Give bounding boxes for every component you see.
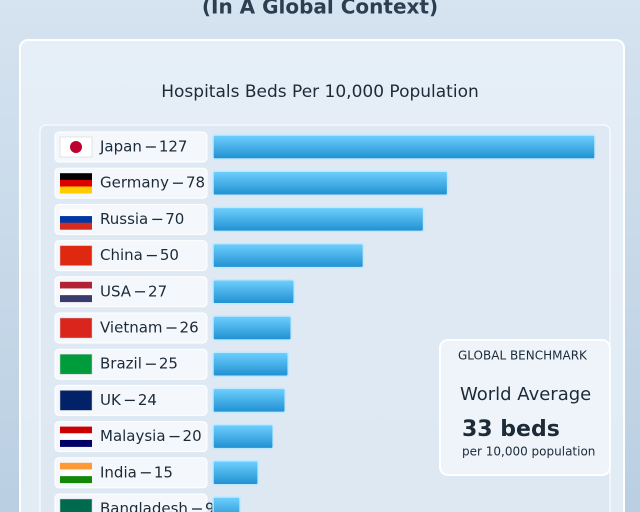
category-label: USA xyxy=(100,282,132,300)
flag xyxy=(60,433,92,441)
category-label: Germany xyxy=(100,174,169,192)
flag xyxy=(60,295,92,303)
label-pill xyxy=(54,457,208,489)
bar xyxy=(212,351,289,377)
bar xyxy=(212,315,292,341)
label-pill xyxy=(54,131,208,163)
bar xyxy=(212,460,259,486)
label-pill xyxy=(54,276,208,308)
category-label: Malaysia xyxy=(100,427,166,445)
flag xyxy=(60,462,92,470)
value-label: 9 xyxy=(205,500,215,512)
value-label: 78 xyxy=(186,174,205,192)
label-pill xyxy=(54,203,208,235)
benchmark-label: World Average xyxy=(460,384,591,405)
value-label: 70 xyxy=(165,210,184,228)
label-pill xyxy=(54,167,208,199)
flag xyxy=(60,281,92,289)
label-pill xyxy=(54,493,208,512)
category-label: India xyxy=(100,463,137,481)
flag xyxy=(60,173,92,181)
category-label: China xyxy=(100,246,143,264)
bar xyxy=(212,242,365,269)
value-label: 26 xyxy=(180,319,199,337)
benchmark-box xyxy=(439,339,611,476)
flag xyxy=(59,390,93,411)
flag xyxy=(59,245,93,266)
flag xyxy=(60,179,92,187)
flag xyxy=(59,353,93,375)
label-pill xyxy=(54,312,208,344)
category-label: Bangladesh xyxy=(100,500,188,512)
value-label: 15 xyxy=(154,463,173,481)
subtitle: (In A Global Context) xyxy=(202,0,438,19)
flag xyxy=(60,439,92,447)
value-label: 24 xyxy=(138,391,157,409)
value-label: 20 xyxy=(183,427,202,445)
benchmark-unit: per 10,000 population xyxy=(462,445,595,459)
category-label: Japan xyxy=(99,138,142,156)
label-pill xyxy=(54,348,208,380)
flag xyxy=(60,222,92,230)
bar xyxy=(212,134,596,160)
category-label: Russia xyxy=(100,210,148,228)
flag xyxy=(60,209,92,217)
category-label: Brazil xyxy=(100,355,142,373)
flag xyxy=(59,498,93,512)
flag xyxy=(60,476,92,484)
bar xyxy=(212,423,274,450)
label-pill xyxy=(54,421,208,453)
flag xyxy=(60,216,92,224)
flag xyxy=(70,141,82,153)
flag xyxy=(60,288,92,296)
bar xyxy=(212,387,286,414)
category-label: Vietnam xyxy=(100,319,163,337)
benchmark-heading: GLOBAL BENCHMARK xyxy=(458,349,588,363)
flag xyxy=(59,317,93,339)
label-pill xyxy=(54,240,208,272)
chart-title: Hospitals Beds Per 10,000 Population xyxy=(161,82,479,102)
bar xyxy=(212,206,425,233)
benchmark-value: 33 beds xyxy=(462,417,560,442)
bar xyxy=(212,496,241,512)
bar xyxy=(212,279,295,305)
value-label: 127 xyxy=(159,138,188,156)
flag xyxy=(60,469,92,477)
flag xyxy=(60,426,92,434)
bar xyxy=(212,170,449,196)
value-label: 27 xyxy=(148,282,167,300)
flag xyxy=(60,186,92,194)
category-label: UK xyxy=(100,391,122,409)
value-label: 25 xyxy=(159,355,178,373)
value-label: 50 xyxy=(160,246,179,264)
